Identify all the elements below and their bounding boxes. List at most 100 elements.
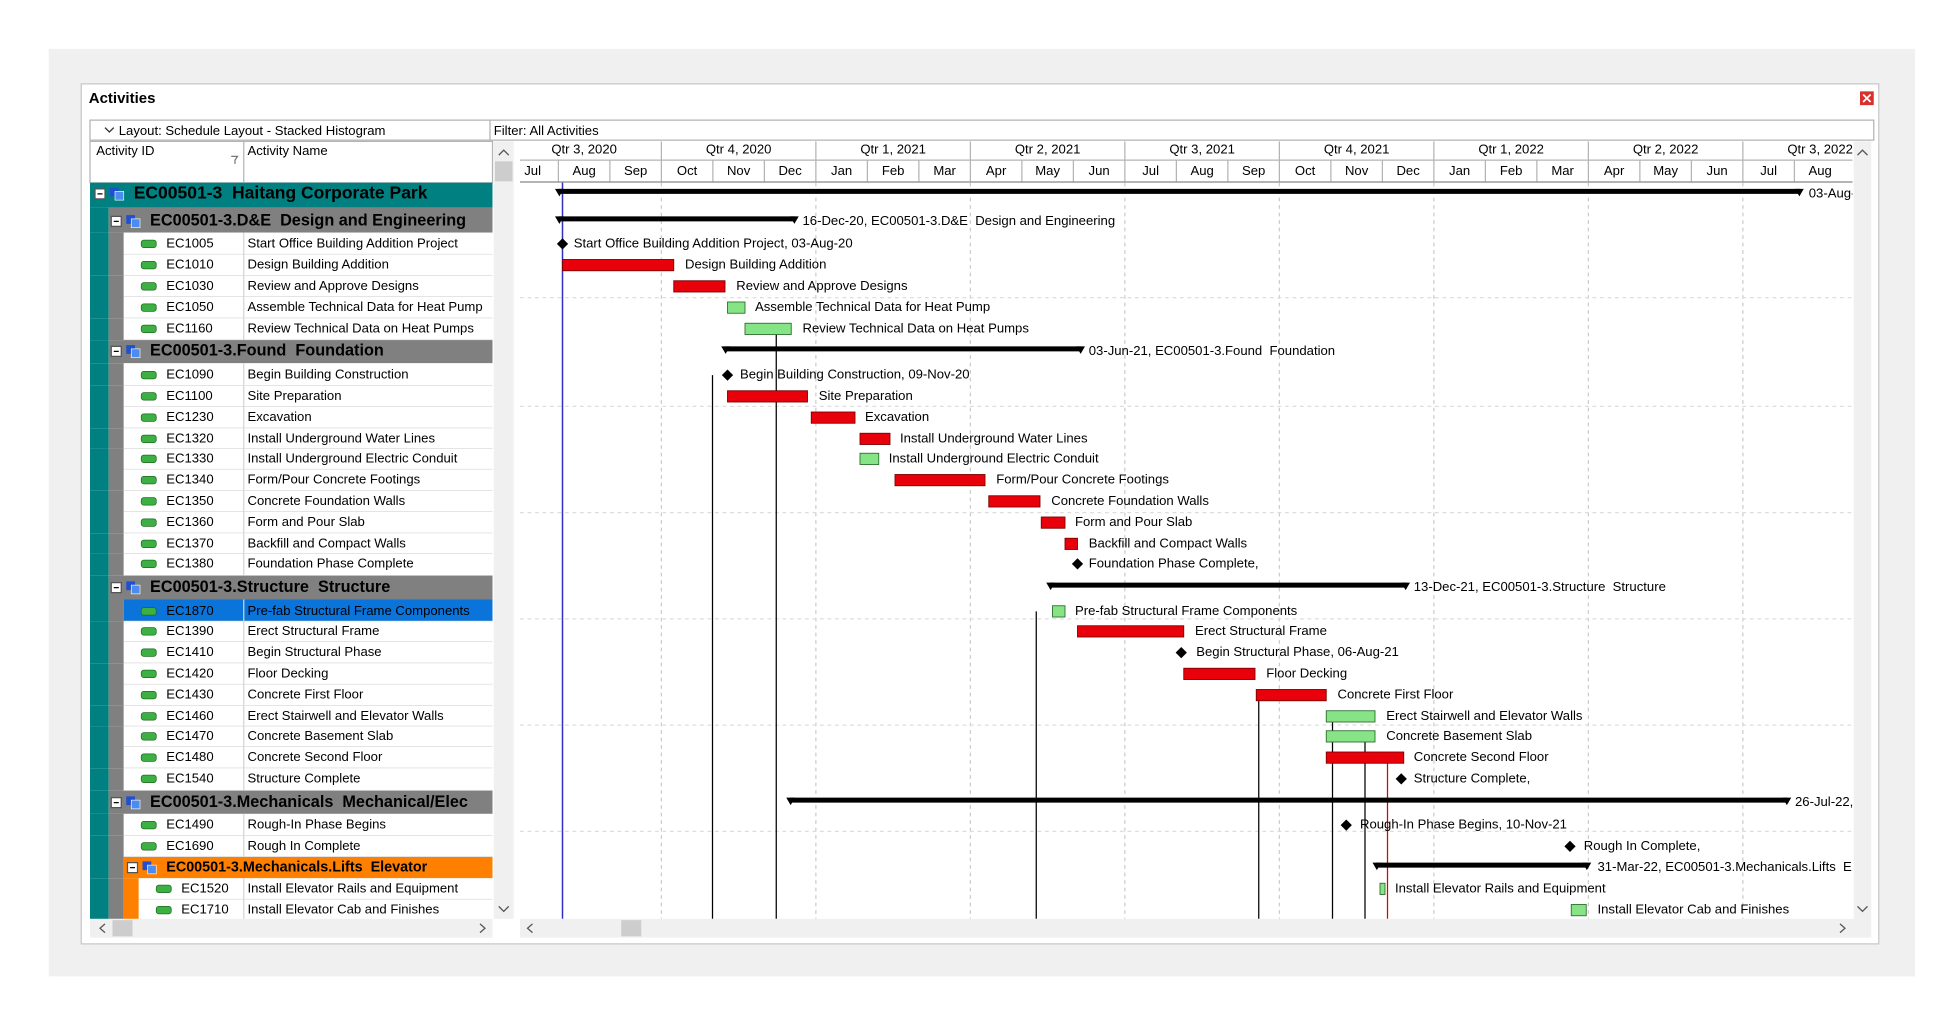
activity-id: EC1480 (166, 749, 213, 764)
activity-name: Start Office Building Addition Project (248, 235, 459, 250)
filter-icon[interactable] (231, 155, 239, 164)
summary-bar (1050, 582, 1407, 588)
timescale (520, 141, 1853, 183)
row-bg (123, 747, 493, 769)
bar-label: Review Technical Data on Heat Pumps (803, 320, 1030, 335)
table-row[interactable]: EC1090 Begin Building Construction (90, 363, 493, 387)
layout-label[interactable]: Layout: Schedule Layout - Stacked Histog… (119, 123, 386, 138)
row-bg (123, 663, 493, 685)
bar-label: Assemble Technical Data for Heat Pump (755, 299, 990, 314)
activity-name: Site Preparation (248, 388, 342, 403)
vertical-scrollbar[interactable] (493, 141, 514, 919)
bar-label: Install Elevator Rails and Equipment (1395, 880, 1606, 895)
month-label: Apr (1604, 163, 1625, 178)
scroll-thumb[interactable] (112, 920, 133, 937)
activity-id: EC1050 (166, 299, 213, 314)
table-row[interactable]: EC1320 Install Underground Water Lines (90, 428, 493, 450)
collapse-toggle[interactable] (110, 582, 122, 594)
row-bg (90, 621, 109, 642)
collapse-toggle[interactable] (126, 862, 139, 874)
table-header (89, 140, 494, 184)
row-bg (90, 407, 109, 429)
critical-bar (1077, 625, 1185, 638)
activity-name: Review Technical Data on Heat Pumps (248, 320, 475, 335)
wbs-icon (147, 864, 157, 875)
activity-id: EC1710 (181, 902, 228, 917)
table-row[interactable]: EC00501-3.Mechanicals Mechanical/Elec (90, 790, 493, 814)
column-header[interactable]: Activity Name (248, 143, 328, 158)
row-bg (108, 254, 124, 276)
row-bg (108, 469, 124, 491)
activity-icon (140, 497, 157, 506)
wbs-icon (142, 861, 152, 871)
row-bg (108, 663, 124, 685)
table-row[interactable]: EC00501-3.D&E Design and Engineering (90, 207, 493, 233)
table-row[interactable]: EC1520 Install Elevator Rails and Equipme… (90, 878, 493, 901)
table-row[interactable]: EC1870 Pre-fab Structural Frame Component… (90, 599, 493, 622)
activity-id: EC1160 (166, 320, 212, 335)
bar-label: Structure Complete, (1414, 770, 1531, 785)
critical-bar (673, 280, 726, 293)
activity-icon (140, 559, 157, 568)
row-bg (90, 899, 109, 919)
table-row[interactable]: EC1030 Review and Approve Designs (90, 275, 493, 298)
activity-name: Design Building Addition (248, 257, 389, 272)
activity-name: Assemble Technical Data for Heat Pump (248, 299, 483, 314)
activity-name: Backfill and Compact Walls (248, 535, 407, 550)
table-row[interactable]: EC00501-3 Haitang Corporate Park (90, 182, 493, 208)
filter-label[interactable]: Filter: All Activities (494, 123, 599, 138)
table-row[interactable]: EC1370 Backfill and Compact Walls (90, 533, 493, 555)
gantt-scrollbar[interactable] (1853, 141, 1872, 919)
bar-label: Review and Approve Designs (736, 278, 908, 293)
table-row[interactable]: EC00501-3.Mechanicals.Lifts Elevator (90, 857, 493, 879)
activity-name: Begin Building Construction (248, 367, 409, 382)
bar-label: Begin Structural Phase, 06-Aug-21 (1196, 644, 1399, 659)
table-row[interactable]: EC1490 Rough-In Phase Begins (90, 813, 493, 837)
table-row[interactable]: EC00501-3.Found Foundation (90, 340, 493, 364)
activity-name: Concrete Basement Slab (248, 728, 394, 743)
row-bg (108, 340, 493, 364)
horizontal-scrollbar[interactable] (90, 918, 493, 938)
horizontal-scrollbar[interactable] (520, 918, 1872, 938)
activity-id: EC1470 (166, 728, 213, 743)
critical-bar (1183, 667, 1256, 680)
row-bg (108, 428, 124, 449)
scroll-thumb[interactable] (495, 161, 513, 182)
close-button[interactable] (1860, 91, 1874, 106)
row-bg (90, 207, 109, 233)
activity-id: EC1540 (166, 770, 213, 785)
table-row[interactable]: EC1460 Erect Stairwell and Elevator Walls (90, 705, 493, 727)
table-row[interactable]: EC00501-3.Structure Structure (90, 575, 493, 600)
collapse-toggle[interactable] (94, 188, 106, 200)
activity-icon (140, 518, 157, 527)
collapse-toggle[interactable] (110, 797, 122, 809)
column-header[interactable]: Activity ID (96, 143, 154, 158)
row-bg (108, 790, 493, 814)
scroll-thumb[interactable] (621, 920, 642, 937)
row-bg (108, 385, 124, 407)
critical-bar (988, 495, 1041, 508)
collapse-toggle[interactable] (110, 345, 122, 357)
activity-name: Pre-fab Structural Frame Components (248, 603, 471, 618)
row-bg (108, 599, 124, 622)
scroll-arrows[interactable] (1857, 149, 1868, 913)
row-bg (90, 340, 109, 364)
layout-dropdown[interactable] (104, 127, 115, 133)
row-bg (108, 835, 124, 857)
table-row[interactable]: EC1340 Form/Pour Concrete Footings (90, 469, 493, 492)
table-row[interactable]: EC1410 Begin Structural Phase (90, 642, 493, 664)
collapse-toggle[interactable] (110, 215, 122, 228)
activity-bar (859, 452, 880, 465)
table-row[interactable]: EC1710 Install Elevator Cab and Finishes (90, 899, 493, 921)
activity-id: EC1430 (166, 687, 213, 702)
activity-name: Install Elevator Cab and Finishes (248, 902, 440, 917)
row-bg (90, 663, 109, 685)
timescale-labels: Jul Aug Sep Oct Nov Dec Jan Feb Mar Apr May Jun Jul A… (524, 141, 1853, 182)
activity-icon (140, 476, 157, 485)
scroll-arrows[interactable] (498, 149, 510, 913)
activity-icon (140, 392, 157, 401)
scroll-arrows[interactable] (99, 923, 1846, 934)
row-bg (123, 385, 493, 407)
row-bg (108, 275, 124, 297)
row-bg (90, 448, 109, 470)
